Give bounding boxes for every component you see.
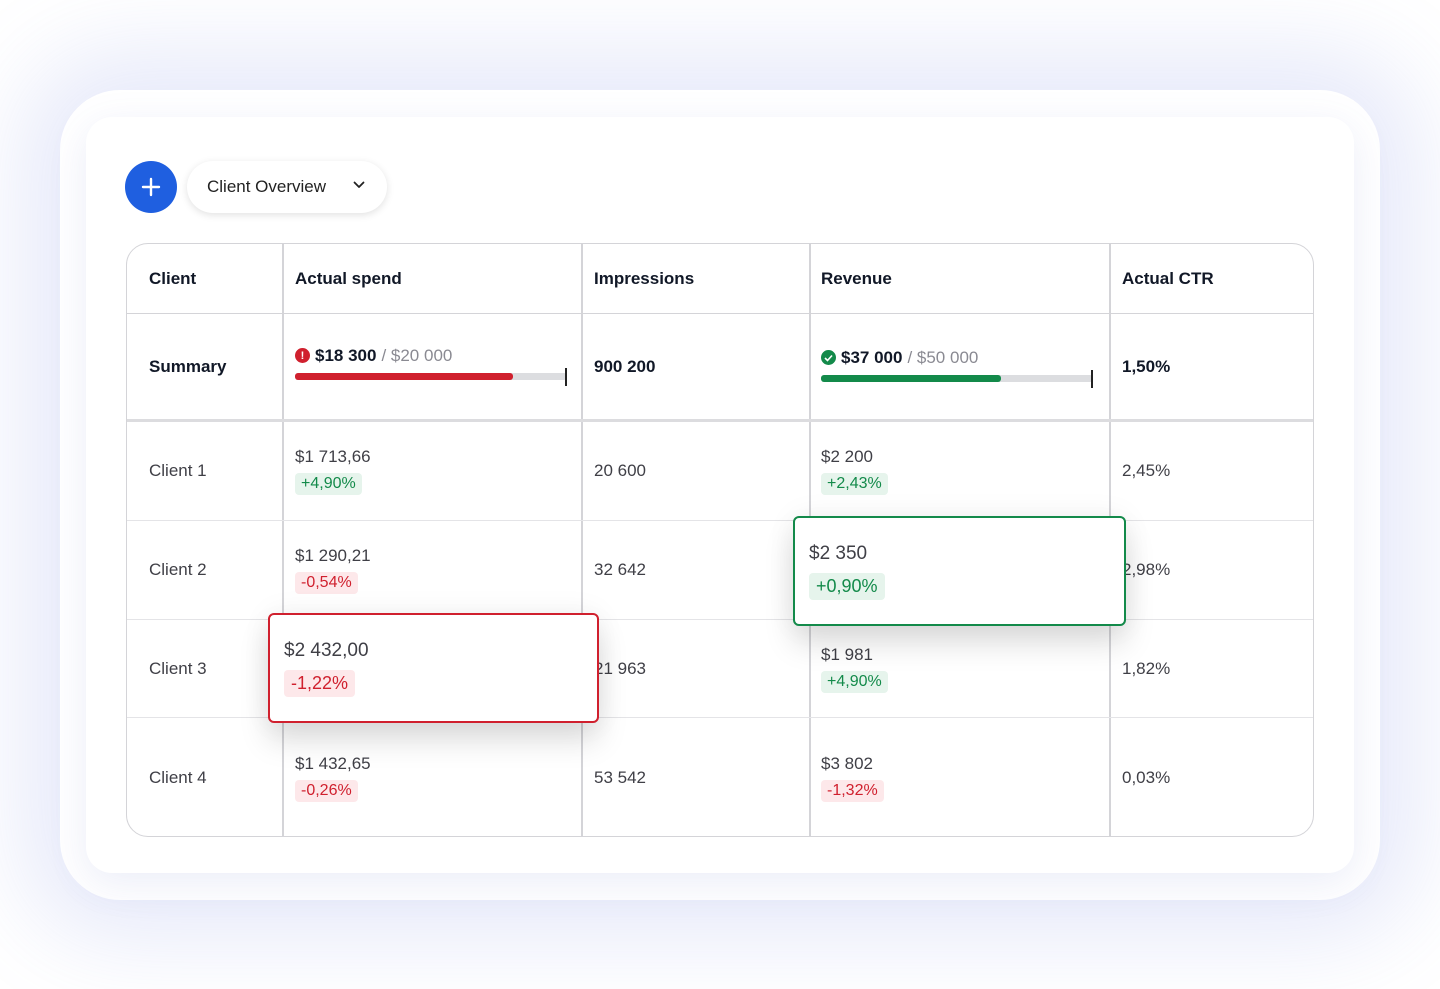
alert-icon: ! bbox=[295, 348, 310, 363]
column-header-impressions[interactable]: Impressions bbox=[594, 268, 695, 288]
revenue-progress-fill bbox=[821, 374, 1001, 382]
revenue-target-marker bbox=[1091, 369, 1093, 388]
summary-spend-target: / $20 000 bbox=[381, 345, 453, 365]
ctr-value: 1,82% bbox=[1122, 658, 1171, 678]
summary-revenue-target: / $50 000 bbox=[907, 347, 979, 367]
impressions-value: 20 600 bbox=[594, 461, 646, 480]
column-header-actual-ctr[interactable]: Actual CTR bbox=[1122, 268, 1214, 288]
highlight-change-badge: -1,22% bbox=[284, 669, 356, 697]
spend-progress-bar bbox=[295, 367, 567, 386]
change-badge: -0,26% bbox=[295, 780, 358, 802]
client-overview-card: Client Overview Client Actual spend Impr… bbox=[86, 117, 1354, 873]
client-name: Client 4 bbox=[149, 768, 207, 787]
column-header-actual-spend[interactable]: Actual spend bbox=[295, 268, 402, 288]
spend-highlight-card[interactable]: $2 432,00 -1,22% bbox=[268, 613, 599, 723]
change-badge: +4,90% bbox=[295, 473, 362, 495]
highlight-value: $2 432,00 bbox=[284, 639, 369, 661]
table-header-row: Client Actual spend Impressions Revenue … bbox=[127, 244, 1313, 314]
revenue-cell[interactable]: $1 981 +4,90% bbox=[821, 620, 1101, 717]
spend-target-marker bbox=[565, 367, 567, 386]
plus-icon bbox=[141, 177, 161, 197]
view-selector-dropdown[interactable]: Client Overview bbox=[187, 161, 387, 213]
revenue-value: $3 802 bbox=[821, 754, 873, 773]
summary-spend-cell[interactable]: ! $18 300 / $20 000 bbox=[295, 306, 575, 419]
table-row[interactable]: Client 4 $1 432,65 -0,26% 53 542 $3 802 … bbox=[127, 718, 1313, 836]
view-selector-label: Client Overview bbox=[207, 177, 327, 196]
client-table: Client Actual spend Impressions Revenue … bbox=[126, 243, 1314, 837]
column-header-client[interactable]: Client bbox=[149, 268, 197, 288]
revenue-cell[interactable]: $2 200 +2,43% bbox=[821, 422, 1101, 520]
summary-spend-amount: $18 300 bbox=[315, 345, 377, 365]
summary-impressions: 900 200 bbox=[594, 356, 656, 376]
column-header-revenue[interactable]: Revenue bbox=[821, 268, 892, 288]
impressions-value: 21 963 bbox=[594, 658, 646, 678]
table-row[interactable]: Client 1 $1 713,66 +4,90% 20 600 $2 200 … bbox=[127, 422, 1313, 521]
highlight-change-badge: +0,90% bbox=[809, 572, 885, 600]
client-name: Client 2 bbox=[149, 560, 207, 579]
ctr-value: 2,45% bbox=[1122, 461, 1171, 480]
spend-cell[interactable]: $1 713,66 +4,90% bbox=[295, 422, 575, 520]
table-row[interactable]: Client 2 $1 290,21 -0,54% 32 642 2,98% bbox=[127, 521, 1313, 620]
check-circle-icon bbox=[821, 350, 836, 365]
summary-revenue-cell[interactable]: $37 000 / $50 000 bbox=[821, 310, 1101, 419]
spend-value: $1 290,21 bbox=[295, 546, 371, 565]
revenue-highlight-card[interactable]: $2 350 +0,90% bbox=[793, 516, 1126, 626]
table-row[interactable]: Client 3 21 963 $1 981 +4,90% 1,82% bbox=[127, 620, 1313, 718]
revenue-value: $1 981 bbox=[821, 644, 873, 664]
summary-label: Summary bbox=[149, 356, 227, 376]
highlight-value: $2 350 bbox=[809, 542, 868, 564]
impressions-value: 53 542 bbox=[594, 768, 646, 787]
change-badge: -0,54% bbox=[295, 572, 358, 594]
summary-row: Summary ! $18 300 / $20 000 900 200 bbox=[127, 314, 1313, 422]
spend-progress-fill bbox=[295, 372, 513, 380]
revenue-progress-bar bbox=[821, 369, 1093, 388]
spend-value: $1 432,65 bbox=[295, 754, 371, 773]
revenue-value: $2 200 bbox=[821, 447, 873, 466]
column-divider bbox=[581, 244, 583, 836]
column-divider bbox=[282, 244, 284, 836]
spend-cell[interactable]: $1 290,21 -0,54% bbox=[295, 521, 575, 619]
revenue-cell[interactable]: $3 802 -1,32% bbox=[821, 718, 1101, 836]
impressions-value: 32 642 bbox=[594, 560, 646, 579]
ctr-value: 0,03% bbox=[1122, 768, 1171, 787]
chevron-down-icon bbox=[353, 181, 365, 188]
spend-value: $1 713,66 bbox=[295, 447, 371, 466]
change-badge: -1,32% bbox=[821, 780, 884, 802]
summary-ctr: 1,50% bbox=[1122, 356, 1171, 376]
client-name: Client 3 bbox=[149, 658, 207, 678]
summary-revenue-amount: $37 000 bbox=[841, 347, 903, 367]
client-name: Client 1 bbox=[149, 461, 207, 480]
ctr-value: 2,98% bbox=[1122, 560, 1171, 579]
change-badge: +2,43% bbox=[821, 473, 888, 495]
change-badge: +4,90% bbox=[821, 670, 888, 693]
spend-cell[interactable]: $1 432,65 -0,26% bbox=[295, 718, 575, 836]
add-button[interactable] bbox=[125, 161, 177, 213]
